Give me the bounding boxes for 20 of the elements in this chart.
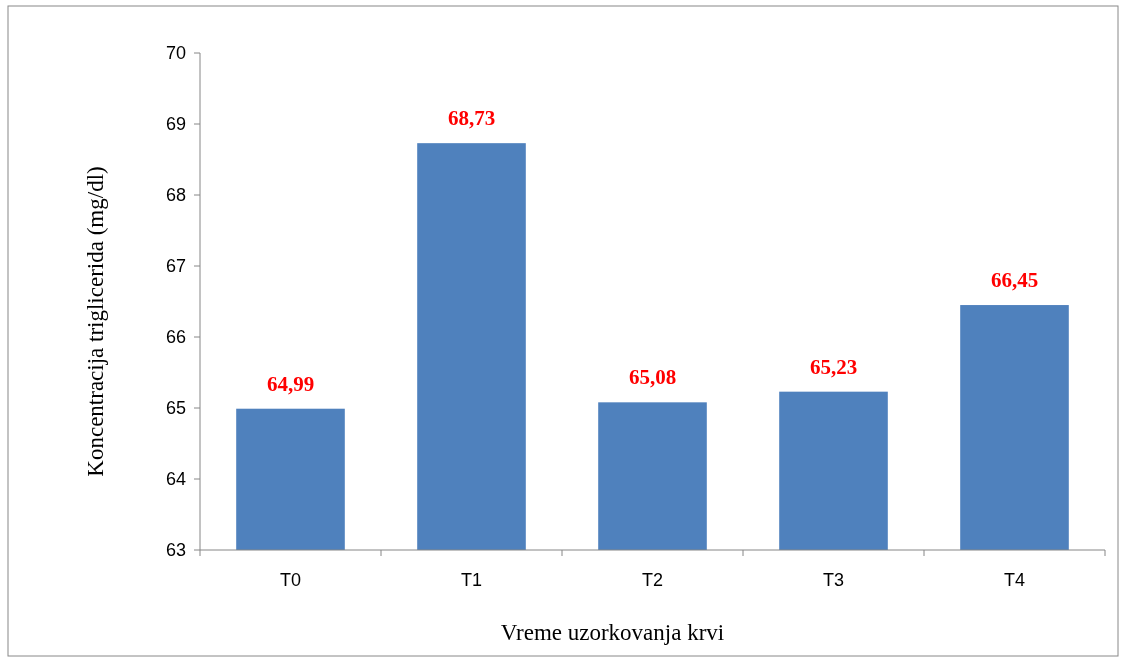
x-tick-label: T3 [822, 570, 845, 590]
data-label: 66,45 [990, 268, 1039, 293]
data-label: 65,08 [628, 365, 677, 390]
y-tick-label: 65 [165, 398, 186, 419]
y-tick-label: 69 [165, 114, 186, 135]
y-tick-label: 64 [165, 469, 186, 490]
y-tick-label: 66 [165, 327, 186, 348]
x-axis-title: Vreme uzorkovanja krvi [500, 620, 725, 645]
y-tick-label: 67 [165, 256, 186, 277]
data-label: 64,99 [266, 371, 315, 396]
x-tick-label: T4 [1003, 570, 1026, 590]
y-tick-label: 70 [165, 43, 186, 64]
x-tick-label: T0 [279, 570, 302, 590]
data-label: 68,73 [447, 106, 496, 131]
data-label: 65,23 [809, 354, 858, 379]
y-tick-label: 68 [165, 185, 186, 206]
y-tick-label: 63 [165, 540, 186, 561]
x-tick-label: T1 [460, 570, 483, 590]
x-tick-label: T2 [641, 570, 664, 590]
y-axis-title: Koncentracija triglicerida (mg/dl) [83, 166, 108, 477]
